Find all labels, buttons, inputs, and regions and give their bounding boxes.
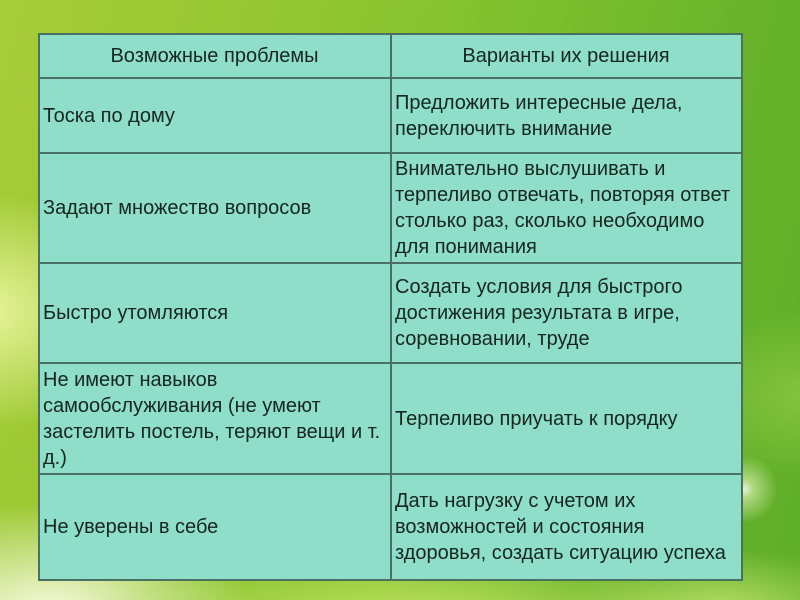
problem-cell: Тоска по дому <box>38 77 392 154</box>
table-row: Быстро утомляются Создать условия для бы… <box>38 262 743 364</box>
table-row: Задают множество вопросов Внимательно вы… <box>38 152 743 264</box>
problem-cell: Задают множество вопросов <box>38 152 392 264</box>
column-header-problems: Возможные проблемы <box>38 33 392 79</box>
table-row: Не имеют навыков самообслуживания (не ум… <box>38 362 743 475</box>
problem-cell: Быстро утомляются <box>38 262 392 364</box>
problem-cell: Не имеют навыков самообслуживания (не ум… <box>38 362 392 475</box>
table-header-row: Возможные проблемы Варианты их решения <box>38 33 743 79</box>
problem-cell: Не уверены в себе <box>38 473 392 581</box>
solution-cell: Создать условия для быстрого достижения … <box>390 262 743 364</box>
solution-cell: Внимательно выслушивать и терпеливо отве… <box>390 152 743 264</box>
table-row: Тоска по дому Предложить интересные дела… <box>38 77 743 154</box>
solution-cell: Терпеливо приучать к порядку <box>390 362 743 475</box>
solution-cell: Предложить интересные дела, переключить … <box>390 77 743 154</box>
column-header-solutions: Варианты их решения <box>390 33 743 79</box>
solution-cell: Дать нагрузку с учетом их возможностей и… <box>390 473 743 581</box>
table-row: Не уверены в себе Дать нагрузку с учетом… <box>38 473 743 581</box>
problems-solutions-table: Возможные проблемы Варианты их решения Т… <box>38 33 743 581</box>
